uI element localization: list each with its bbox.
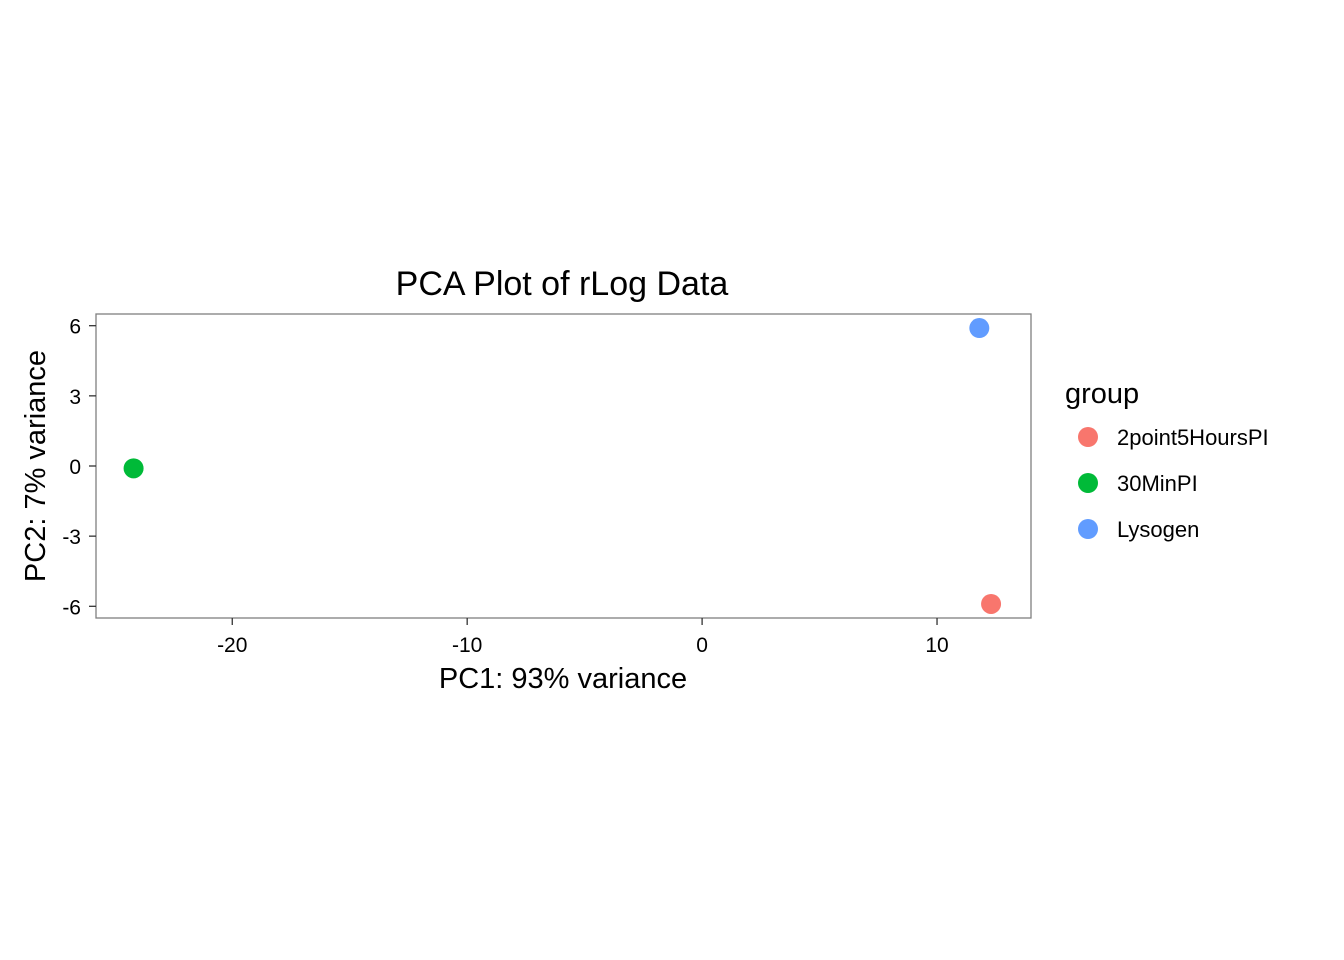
y-tick-label: 6 [69,316,81,339]
data-points [123,318,1002,614]
legend-key [1078,427,1098,447]
y-tick-label: 3 [69,386,81,409]
legend-title: group [1065,378,1139,410]
legend-key [1078,519,1098,539]
x-tick-label: -20 [217,634,247,657]
data-point [969,318,990,339]
data-point [123,458,144,479]
chart-title: PCA Plot of rLog Data [396,265,729,303]
legend-label: 30MinPI [1117,471,1198,496]
data-point [981,593,1002,614]
x-tick-label: -10 [452,634,482,657]
y-axis-label: PC2: 7% variance [20,350,52,582]
y-tick-label: -6 [62,596,81,619]
y-tick-label: -3 [62,526,81,549]
legend-label: 2point5HoursPI [1117,425,1269,450]
x-tick-label: 10 [925,634,948,657]
legend-key [1078,473,1098,493]
legend: group 2point5HoursPI 30MinPI Lysogen [1065,378,1269,542]
y-tick-label: 0 [69,456,81,479]
plot-panel [95,313,1032,619]
legend-label: Lysogen [1117,517,1199,542]
y-axis: 6 3 0 -3 -6 [62,316,96,619]
x-axis: -20 -10 0 10 [217,618,949,657]
x-tick-label: 0 [696,634,708,657]
x-axis-label: PC1: 93% variance [439,663,687,695]
